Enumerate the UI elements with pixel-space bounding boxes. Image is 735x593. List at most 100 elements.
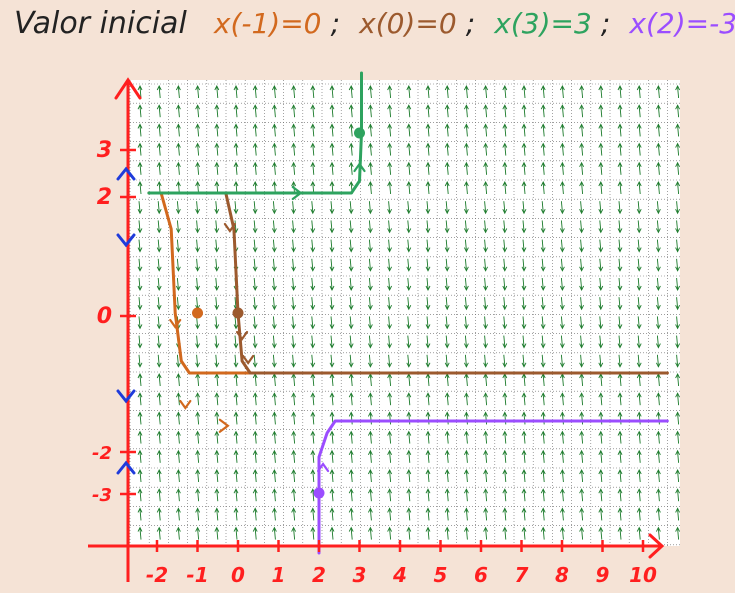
down-arrow-icon	[271, 335, 277, 349]
down-arrow-icon	[195, 239, 201, 253]
down-arrow-icon	[137, 220, 143, 234]
up-arrow-icon	[329, 449, 335, 463]
up-arrow-icon	[329, 123, 335, 137]
up-arrow-icon	[156, 123, 162, 137]
down-arrow-icon	[636, 220, 642, 234]
down-arrow-icon	[329, 201, 335, 215]
up-arrow-icon	[655, 488, 661, 502]
up-arrow-icon	[195, 123, 201, 137]
up-arrow-icon	[425, 468, 431, 483]
solution-curves	[147, 71, 669, 555]
up-arrow-icon	[348, 468, 354, 483]
up-arrow-icon	[233, 123, 239, 137]
title-lead: Valor inicial	[14, 6, 187, 41]
down-arrow-icon	[636, 335, 642, 349]
up-arrow-icon	[521, 430, 527, 444]
y-tick-label: -3	[92, 485, 112, 506]
up-arrow-icon	[617, 392, 623, 406]
up-arrow-icon	[233, 84, 239, 99]
up-arrow-icon	[348, 507, 354, 521]
down-arrow-icon	[195, 335, 201, 349]
up-arrow-icon	[367, 84, 373, 99]
up-arrow-icon	[310, 430, 316, 444]
down-arrow-icon	[387, 220, 393, 234]
up-arrow-icon	[137, 411, 143, 425]
up-arrow-icon	[367, 488, 373, 502]
up-arrow-icon	[425, 411, 431, 425]
up-arrow-icon	[540, 123, 546, 137]
down-arrow-icon	[367, 335, 373, 349]
up-arrow-icon	[310, 392, 316, 406]
up-arrow-icon	[252, 84, 258, 99]
up-arrow-icon	[598, 488, 604, 502]
up-arrow-icon	[329, 84, 335, 99]
up-arrow-icon	[156, 392, 162, 406]
down-arrow-icon	[406, 335, 412, 349]
up-arrow-icon	[617, 123, 623, 137]
down-arrow-icon	[463, 201, 469, 215]
up-arrow-icon	[540, 526, 546, 540]
up-arrow-icon	[425, 84, 431, 99]
up-arrow-icon	[598, 104, 604, 118]
up-arrow-icon	[502, 488, 508, 502]
up-arrow-icon	[156, 104, 162, 118]
down-arrow-icon	[291, 297, 297, 311]
up-arrow-icon	[483, 161, 489, 175]
down-arrow-icon	[137, 277, 143, 292]
down-arrow-icon	[502, 239, 508, 253]
condition-orange: x(-1)=0	[213, 7, 322, 40]
down-arrow-icon	[463, 316, 469, 330]
down-arrow-icon	[425, 239, 431, 253]
up-arrow-icon	[617, 449, 623, 463]
up-arrow-icon	[214, 123, 220, 137]
up-arrow-icon	[271, 526, 277, 540]
up-arrow-icon	[310, 507, 316, 521]
down-arrow-icon	[348, 297, 354, 311]
down-arrow-icon	[444, 297, 450, 311]
down-arrow-icon	[425, 354, 431, 368]
up-arrow-icon	[329, 488, 335, 502]
down-arrow-icon	[156, 316, 162, 330]
down-arrow-icon	[291, 354, 297, 368]
up-arrow-icon	[406, 411, 412, 425]
down-arrow-icon	[559, 316, 565, 330]
up-arrow-icon	[156, 411, 162, 425]
up-arrow-icon	[195, 468, 201, 483]
up-arrow-icon	[175, 123, 181, 137]
down-arrow-icon	[252, 354, 258, 368]
up-arrow-icon	[540, 430, 546, 444]
up-arrow-icon	[521, 84, 527, 99]
up-arrow-icon	[214, 411, 220, 425]
down-arrow-icon	[463, 239, 469, 253]
up-arrow-icon	[463, 84, 469, 99]
down-arrow-icon	[348, 354, 354, 368]
up-arrow-icon	[483, 430, 489, 444]
condition-green: x(3)=3	[494, 7, 592, 40]
up-arrow-icon	[521, 488, 527, 502]
down-arrow-icon	[559, 297, 565, 311]
down-arrow-icon	[579, 316, 585, 330]
up-arrow-icon	[406, 180, 412, 195]
solution-curve-2	[147, 71, 363, 195]
down-arrow-icon	[425, 277, 431, 292]
down-arrow-icon	[271, 297, 277, 311]
up-arrow-icon	[271, 468, 277, 483]
up-arrow-icon	[579, 488, 585, 502]
up-arrow-icon	[233, 526, 239, 540]
down-arrow-icon	[617, 201, 623, 215]
down-arrow-icon	[655, 335, 661, 349]
up-arrow-icon	[444, 488, 450, 502]
down-arrow-icon	[425, 258, 431, 272]
down-arrow-icon	[617, 335, 623, 349]
down-arrow-icon	[329, 335, 335, 349]
up-arrow-icon	[559, 123, 565, 137]
down-arrow-icon	[579, 258, 585, 272]
up-arrow-icon	[214, 84, 220, 99]
up-arrow-icon	[598, 123, 604, 137]
up-arrow-icon	[252, 488, 258, 502]
up-arrow-icon	[655, 449, 661, 463]
chevron-down-icon	[223, 222, 236, 233]
down-arrow-icon	[540, 316, 546, 330]
up-arrow-icon	[291, 161, 297, 175]
down-arrow-icon	[579, 335, 585, 349]
